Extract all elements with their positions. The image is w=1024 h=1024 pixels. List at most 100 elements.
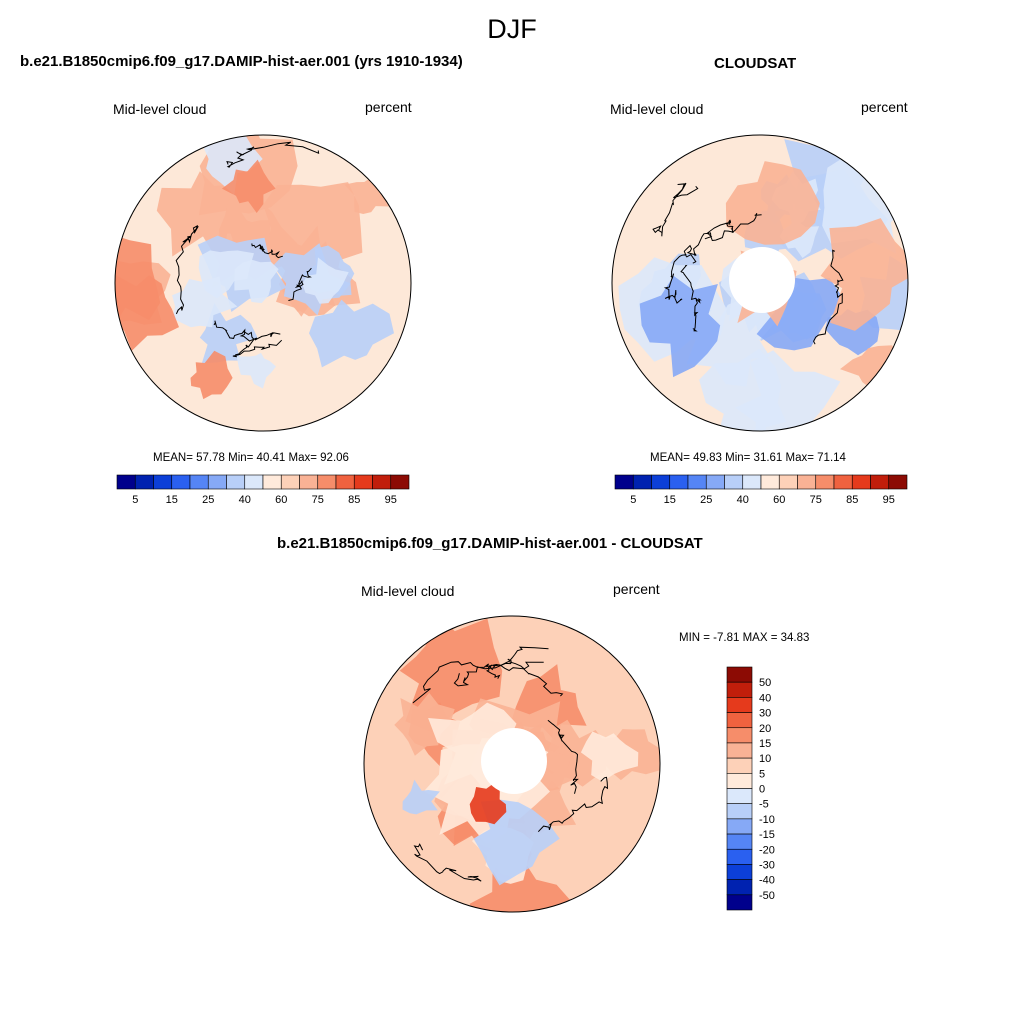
colorbar-model-swatch <box>299 474 319 490</box>
colorbar-obs-swatch <box>815 474 835 490</box>
colorbar-diff-swatch <box>726 833 753 850</box>
colorbar-diff-tick-label: 50 <box>759 677 771 689</box>
colorbar-obs-tick-label: 15 <box>664 494 676 506</box>
panel-title-model: b.e21.B1850cmip6.f09_g17.DAMIP-hist-aer.… <box>20 53 463 70</box>
colorbar-model-swatch <box>317 474 337 490</box>
main-title: DJF <box>487 14 537 44</box>
colorbar-obs-swatch <box>669 474 689 490</box>
colorbar-model-swatch <box>262 474 282 490</box>
colorbar-diff-tick-label: 40 <box>759 692 771 704</box>
colorbar-model-tick-label: 85 <box>348 494 360 506</box>
stats-obs: MEAN= 49.83 Min= 31.61 Max= 71.14 <box>650 452 846 464</box>
colorbar-diff-swatch <box>726 712 753 729</box>
colorbar-model-tick-label: 95 <box>385 494 397 506</box>
colorbar-diff-tick-label: 5 <box>759 768 765 780</box>
map-model-shading <box>302 257 349 304</box>
colorbar-obs-swatch <box>742 474 762 490</box>
colorbar-model-tick-label: 5 <box>132 494 138 506</box>
colorbar-diff-swatch <box>726 757 753 774</box>
colorbar-model-tick-label: 40 <box>239 494 251 506</box>
colorbar-obs: 5 15 25 40 60 75 85 95 <box>614 474 908 506</box>
colorbar-diff-swatch <box>726 879 753 896</box>
colorbar-diff-tick-label: 20 <box>759 723 771 735</box>
colorbar-obs-swatch <box>705 474 725 490</box>
colorbar-diff-tick-label: -5 <box>759 799 769 811</box>
colorbar-obs-swatch <box>760 474 780 490</box>
colorbar-diff-swatch <box>726 788 753 804</box>
colorbar-model-swatch <box>153 474 173 490</box>
colorbar-diff-tick-label: -30 <box>759 859 775 871</box>
colorbar-model-tick-label: 15 <box>166 494 178 506</box>
colorbar-model-swatch <box>244 474 264 490</box>
colorbar-diff-tick-label: -10 <box>759 814 775 826</box>
map-diff-coastline <box>412 646 609 882</box>
colorbar-obs-tick-label: 85 <box>846 494 858 506</box>
colorbar-obs-swatch <box>651 474 671 490</box>
map-obs-boundary <box>611 134 909 432</box>
panel-units-label-diff: percent <box>613 581 660 597</box>
colorbar-diff-swatch <box>726 773 753 789</box>
map-model-shading <box>190 350 233 400</box>
colorbar-diff-tick-label: -50 <box>759 890 775 902</box>
colorbar-model-swatch <box>390 474 410 490</box>
colorbar-model-swatch <box>335 474 355 490</box>
colorbar-diff-swatch <box>726 803 753 820</box>
stats-model: MEAN= 57.78 Min= 40.41 Max= 92.06 <box>153 452 349 464</box>
colorbar-diff-swatch <box>726 727 753 744</box>
colorbar-obs-swatch <box>833 474 853 490</box>
map-model-shading <box>115 233 161 336</box>
map-diff-polar-gap <box>481 728 547 794</box>
colorbar-diff-tick-label: -15 <box>759 829 775 841</box>
colorbar-obs-tick-label: 75 <box>810 494 822 506</box>
map-model-shading <box>221 159 276 213</box>
colorbar-diff-tick-label: 0 <box>759 784 765 796</box>
colorbar-model-swatch <box>372 474 392 490</box>
panel-units-label: percent <box>365 99 412 115</box>
colorbar-obs-tick-label: 25 <box>700 494 712 506</box>
colorbar-diff-tick-label: 15 <box>759 738 771 750</box>
map-model-coastline <box>175 141 320 358</box>
colorbar-diff-tick-label: 30 <box>759 708 771 720</box>
colorbar-obs-swatch <box>687 474 707 490</box>
panel-title-obs: CLOUDSAT <box>714 55 797 72</box>
colorbar-obs-tick-label: 5 <box>630 494 636 506</box>
colorbar-diff-tick-label: -40 <box>759 875 775 887</box>
colorbar-diff-tick-label: -20 <box>759 844 775 856</box>
colorbar-diff-swatch <box>726 864 753 880</box>
colorbar-model-swatch <box>353 474 373 490</box>
colorbar-diff-swatch <box>726 848 753 865</box>
colorbar-model-swatch <box>280 474 300 490</box>
colorbar-diff-swatch <box>726 894 753 911</box>
map-diff-shading <box>394 692 455 756</box>
colorbar-obs-tick-label: 95 <box>883 494 895 506</box>
map-obs-shading <box>686 297 778 387</box>
colorbar-model-swatch <box>207 474 227 490</box>
map-obs-shading <box>820 218 908 331</box>
map-obs-shading <box>725 161 820 245</box>
colorbar-diff-swatch <box>726 697 753 713</box>
polar-map-model <box>114 134 412 432</box>
colorbar-obs-swatch <box>778 474 798 490</box>
colorbar-obs-swatch <box>851 474 871 490</box>
map-model-shading <box>309 299 394 368</box>
colorbar-obs-swatch <box>888 474 908 490</box>
map-diff-shading <box>469 782 507 825</box>
map-diff-shading <box>402 779 440 815</box>
map-obs-polar-gap <box>729 247 795 313</box>
stats-diff: MIN = -7.81 MAX = 34.83 <box>679 632 810 644</box>
panel-left-label-obs: Mid-level cloud <box>610 101 704 117</box>
map-model-shading <box>234 259 279 304</box>
colorbar-diff-swatch <box>726 666 753 683</box>
colorbar-obs-swatch <box>632 474 652 490</box>
map-model-shading <box>236 352 276 389</box>
colorbar-model: 5 15 25 40 60 75 85 95 <box>116 474 410 506</box>
map-diff-shading <box>580 731 639 782</box>
colorbar-diff-swatch <box>726 681 753 698</box>
polar-map-diff <box>363 615 661 913</box>
colorbar-model-tick-label: 75 <box>312 494 324 506</box>
colorbar-obs-swatch <box>724 474 744 490</box>
map-model-shading <box>199 303 258 364</box>
colorbar-model-swatch <box>189 474 209 490</box>
panel-title-diff: b.e21.B1850cmip6.f09_g17.DAMIP-hist-aer.… <box>277 535 703 552</box>
